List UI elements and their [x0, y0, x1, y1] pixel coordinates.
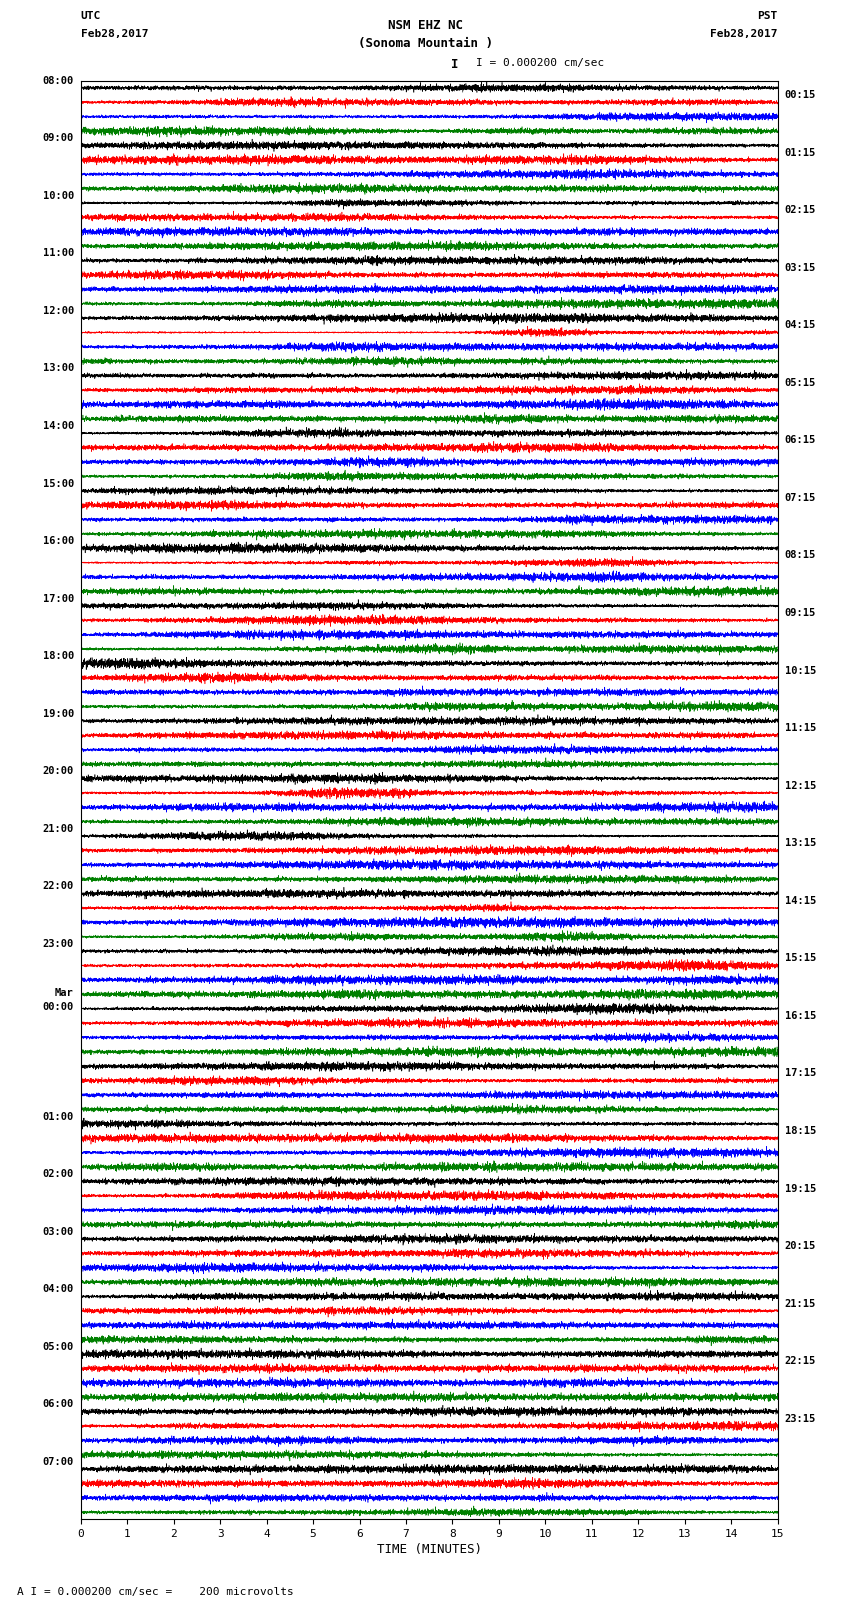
Text: 07:15: 07:15: [785, 494, 816, 503]
Text: 23:00: 23:00: [42, 939, 74, 948]
Text: 11:00: 11:00: [42, 248, 74, 258]
Text: 04:15: 04:15: [785, 321, 816, 331]
Text: 04:00: 04:00: [42, 1284, 74, 1294]
Text: (Sonoma Mountain ): (Sonoma Mountain ): [358, 37, 492, 50]
Text: 12:00: 12:00: [42, 306, 74, 316]
Text: 18:00: 18:00: [42, 652, 74, 661]
Text: 13:00: 13:00: [42, 363, 74, 373]
Text: 21:15: 21:15: [785, 1298, 816, 1308]
Text: 00:15: 00:15: [785, 90, 816, 100]
Text: 06:00: 06:00: [42, 1400, 74, 1410]
Text: 11:15: 11:15: [785, 723, 816, 732]
Text: PST: PST: [757, 11, 778, 21]
Text: 08:15: 08:15: [785, 550, 816, 560]
Text: 20:15: 20:15: [785, 1240, 816, 1252]
Text: 06:15: 06:15: [785, 436, 816, 445]
Text: 21:00: 21:00: [42, 824, 74, 834]
Text: 22:15: 22:15: [785, 1357, 816, 1366]
Text: 18:15: 18:15: [785, 1126, 816, 1136]
Text: 16:00: 16:00: [42, 536, 74, 547]
Text: 09:15: 09:15: [785, 608, 816, 618]
Text: I = 0.000200 cm/sec: I = 0.000200 cm/sec: [476, 58, 604, 68]
Text: 00:00: 00:00: [42, 1002, 74, 1011]
Text: I: I: [451, 58, 458, 71]
Text: 10:15: 10:15: [785, 666, 816, 676]
Text: UTC: UTC: [81, 11, 101, 21]
Text: 02:15: 02:15: [785, 205, 816, 215]
Text: 17:00: 17:00: [42, 594, 74, 603]
Text: 09:00: 09:00: [42, 134, 74, 144]
Text: 20:00: 20:00: [42, 766, 74, 776]
Text: 22:00: 22:00: [42, 881, 74, 892]
Text: 15:15: 15:15: [785, 953, 816, 963]
Text: Feb28,2017: Feb28,2017: [711, 29, 778, 39]
Text: Mar: Mar: [55, 989, 74, 998]
Text: 01:00: 01:00: [42, 1111, 74, 1121]
Text: 05:00: 05:00: [42, 1342, 74, 1352]
Text: 03:00: 03:00: [42, 1227, 74, 1237]
Text: 13:15: 13:15: [785, 839, 816, 848]
Text: 17:15: 17:15: [785, 1068, 816, 1079]
Text: Feb28,2017: Feb28,2017: [81, 29, 148, 39]
Text: 19:15: 19:15: [785, 1184, 816, 1194]
Text: 23:15: 23:15: [785, 1413, 816, 1424]
Text: 12:15: 12:15: [785, 781, 816, 790]
Text: 03:15: 03:15: [785, 263, 816, 273]
X-axis label: TIME (MINUTES): TIME (MINUTES): [377, 1544, 482, 1557]
Text: 01:15: 01:15: [785, 148, 816, 158]
Text: 14:00: 14:00: [42, 421, 74, 431]
Text: 07:00: 07:00: [42, 1457, 74, 1466]
Text: NSM EHZ NC: NSM EHZ NC: [388, 19, 462, 32]
Text: 16:15: 16:15: [785, 1011, 816, 1021]
Text: A I = 0.000200 cm/sec =    200 microvolts: A I = 0.000200 cm/sec = 200 microvolts: [17, 1587, 294, 1597]
Text: 05:15: 05:15: [785, 377, 816, 387]
Text: 15:00: 15:00: [42, 479, 74, 489]
Text: 10:00: 10:00: [42, 190, 74, 200]
Text: 02:00: 02:00: [42, 1169, 74, 1179]
Text: 19:00: 19:00: [42, 708, 74, 719]
Text: 08:00: 08:00: [42, 76, 74, 85]
Text: 14:15: 14:15: [785, 895, 816, 907]
